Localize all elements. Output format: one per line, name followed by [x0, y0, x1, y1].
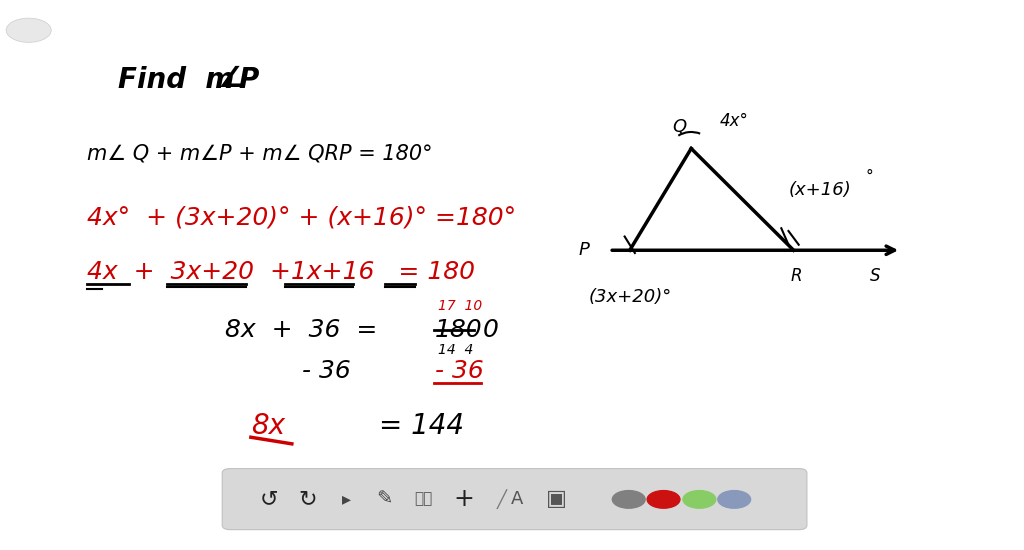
Text: A: A — [511, 490, 523, 508]
Text: 4x°  + (3x+20)° + (x+16)° =180°: 4x° + (3x+20)° + (x+16)° =180° — [87, 205, 516, 229]
Text: 17  10: 17 10 — [438, 299, 482, 314]
Circle shape — [647, 491, 680, 508]
Text: m∠ Q + m∠P + m∠ QRP = 180°: m∠ Q + m∠P + m∠ QRP = 180° — [87, 144, 433, 164]
Text: ╱: ╱ — [497, 489, 507, 509]
Text: (x+16): (x+16) — [788, 181, 851, 199]
Text: 180: 180 — [435, 318, 483, 342]
Text: °: ° — [865, 168, 873, 184]
Text: 0: 0 — [482, 318, 499, 342]
Circle shape — [6, 18, 51, 42]
Text: 4x°: 4x° — [720, 112, 749, 130]
Text: (3x+20)°: (3x+20)° — [589, 288, 672, 306]
Text: ↺: ↺ — [260, 489, 279, 509]
FancyBboxPatch shape — [222, 469, 807, 530]
Text: ✎: ✎ — [376, 490, 392, 509]
Text: 14  4: 14 4 — [438, 343, 474, 358]
Text: R: R — [791, 267, 803, 285]
Text: P: P — [239, 66, 259, 94]
Text: ∠: ∠ — [218, 65, 245, 92]
Circle shape — [683, 491, 716, 508]
Text: ⬥⬥: ⬥⬥ — [414, 492, 432, 507]
Text: - 36: - 36 — [435, 359, 484, 383]
Text: 8x  +  36  =: 8x + 36 = — [225, 318, 393, 342]
Text: S: S — [870, 267, 881, 285]
Text: ▣: ▣ — [546, 489, 566, 509]
Text: 1: 1 — [26, 26, 32, 36]
Text: ▸: ▸ — [342, 490, 350, 508]
Text: +: + — [454, 487, 474, 511]
Circle shape — [612, 491, 645, 508]
Text: = 144: = 144 — [379, 412, 464, 440]
Text: 8x: 8x — [251, 412, 285, 440]
Text: Find  m: Find m — [118, 66, 234, 94]
Text: - 36: - 36 — [302, 359, 351, 383]
Text: 4x  +  3x+20  +1x+16   = 180: 4x + 3x+20 +1x+16 = 180 — [87, 260, 475, 284]
Text: Q: Q — [672, 118, 686, 136]
Circle shape — [718, 491, 751, 508]
Text: P: P — [579, 241, 590, 259]
Text: ↻: ↻ — [298, 489, 316, 509]
